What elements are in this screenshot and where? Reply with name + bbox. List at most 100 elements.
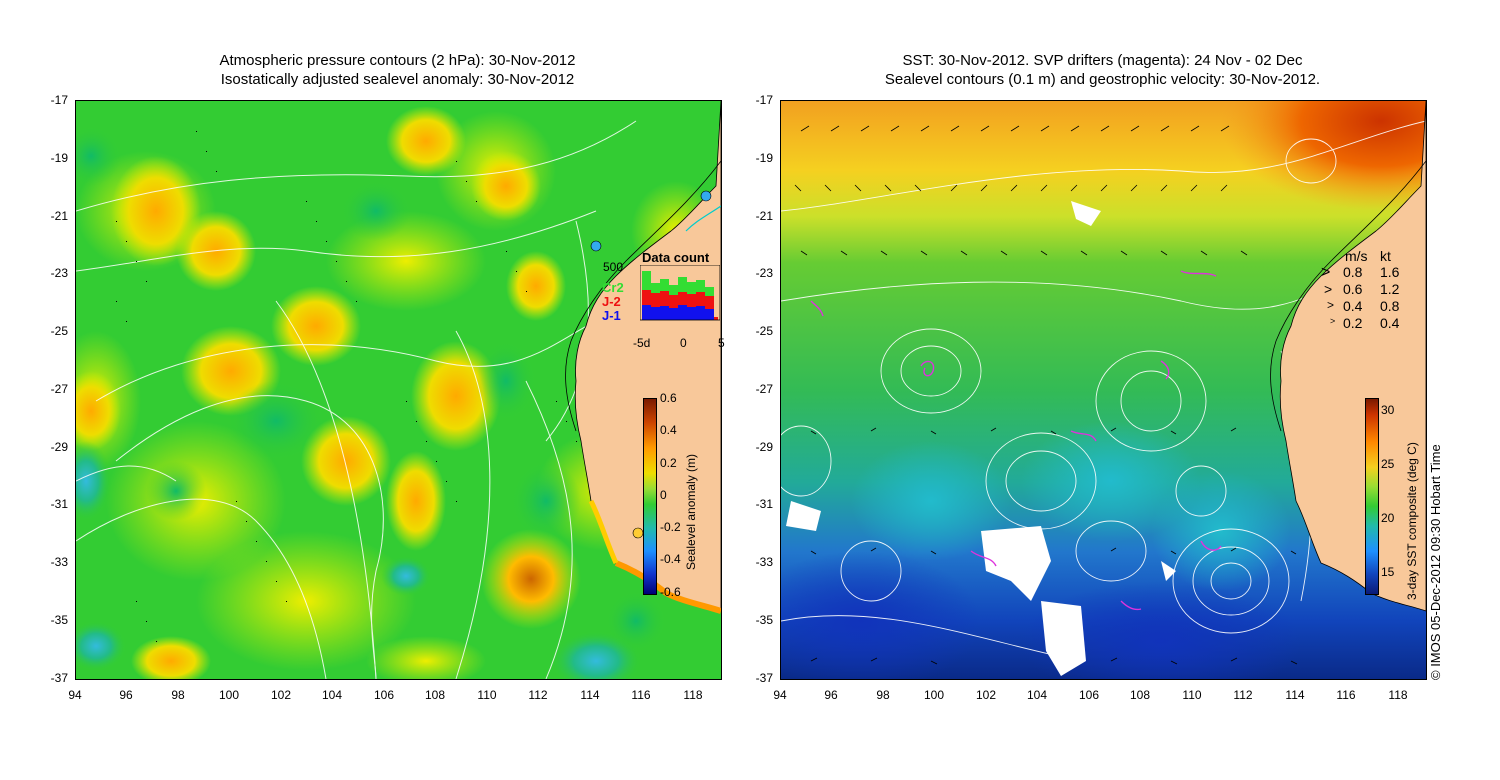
lat-tick: -23 [50, 266, 68, 280]
left-title-line2: Isostatically adjusted sealevel anomaly:… [220, 71, 575, 88]
lon-tick: 102 [270, 688, 292, 702]
velocity-arrow-icon: > [1324, 281, 1333, 297]
lat-tick: -25 [755, 324, 773, 338]
lon-tick: 114 [580, 688, 600, 702]
lon-tick: 110 [477, 688, 497, 702]
tide-gauge-marker[interactable] [590, 240, 602, 252]
lon-tick: 118 [1388, 688, 1408, 702]
velocity-legend-kt: 1.6 [1380, 264, 1400, 280]
data-count-inset: Data count 500 Cr2 J-2 J-1 -5d 0 5 [600, 250, 725, 360]
tide-gauge-marker[interactable] [700, 190, 712, 202]
sealevel-tick: -0.2 [660, 520, 681, 534]
south-coast-anomaly [614, 560, 721, 614]
velocity-legend-ms: 0.4 [1343, 298, 1363, 314]
data-count-title: Data count [642, 250, 710, 265]
lat-tick: -25 [50, 324, 68, 338]
sealevel-anomaly-map [76, 101, 721, 679]
sealevel-tick: -0.4 [660, 552, 681, 566]
lon-tick: 108 [424, 688, 446, 702]
sst-tick: 15 [1381, 565, 1395, 579]
lon-tick: 106 [1078, 688, 1100, 702]
sst-tick: 25 [1381, 457, 1395, 471]
velocity-arrow-icon: > [1327, 298, 1335, 312]
left-title-line1: Atmospheric pressure contours (2 hPa): 3… [219, 52, 576, 69]
sealevel-colorbar-label: Sealevel anomaly (m) [684, 453, 698, 570]
lon-tick: 118 [683, 688, 703, 702]
velocity-legend-ms: 0.8 [1343, 264, 1363, 280]
lat-tick: -17 [50, 93, 68, 107]
right-map-title: SST: 30-Nov-2012. SVP drifters (magenta)… [780, 51, 1425, 89]
lat-tick: -33 [50, 555, 68, 569]
lon-tick: 114 [1285, 688, 1305, 702]
north-west-coast-cyan [685, 205, 721, 232]
lon-tick: 112 [528, 688, 548, 702]
lon-tick: 96 [824, 688, 838, 702]
data-count-x-tick: 0 [680, 336, 687, 350]
velocity-legend-kt: 0.8 [1380, 298, 1400, 314]
data-count-y-tick: 500 [603, 260, 624, 274]
lon-tick: 94 [773, 688, 787, 702]
lat-tick: -31 [755, 497, 773, 511]
lon-tick: 98 [171, 688, 185, 702]
lat-tick: -35 [755, 613, 773, 627]
sealevel-contours [781, 120, 1426, 662]
left-map-title: Atmospheric pressure contours (2 hPa): 3… [75, 51, 720, 89]
velocity-legend-kt: 1.2 [1380, 281, 1400, 297]
sst-tick: 20 [1381, 511, 1395, 525]
left-map-panel[interactable] [75, 100, 722, 680]
velocity-legend-kt: 0.4 [1380, 315, 1400, 331]
lon-tick: 104 [1026, 688, 1048, 702]
lon-tick: 116 [1336, 688, 1356, 702]
velocity-legend-header-kt: kt [1380, 248, 1391, 264]
sst-tick: 30 [1381, 403, 1395, 417]
velocity-legend-header-ms: m/s [1345, 248, 1368, 264]
velocity-arrows [794, 125, 1298, 665]
imos-credit: © IMOS 05-Dec-2012 09:30 Hobart Time [1428, 444, 1443, 680]
tide-gauge-marker[interactable] [632, 527, 644, 539]
velocity-arrow-icon: > [1330, 316, 1336, 326]
velocity-legend: m/s kt > 0.8 1.6 > 0.6 1.2 > 0.4 0.8 > 0… [1315, 248, 1415, 338]
lon-tick: 100 [218, 688, 240, 702]
shelf-isobath [565, 160, 721, 432]
lat-tick: -19 [755, 151, 773, 165]
lat-tick: -21 [755, 209, 773, 223]
data-count-x-tick: 5 [718, 336, 725, 350]
lon-tick: 106 [373, 688, 395, 702]
shelf-isobath [1270, 160, 1426, 432]
lat-tick: -17 [755, 93, 773, 107]
sealevel-tick: 0.4 [660, 423, 677, 437]
sealevel-colorbar [643, 398, 657, 595]
lat-tick: -29 [755, 440, 773, 454]
sst-map [781, 101, 1426, 679]
velocity-legend-ms: 0.6 [1343, 281, 1363, 297]
lat-tick: -37 [50, 671, 68, 685]
sealevel-tick: 0.2 [660, 456, 677, 470]
lon-tick: 98 [876, 688, 890, 702]
legend-j1: J-1 [602, 308, 621, 323]
lon-tick: 116 [631, 688, 651, 702]
right-map-panel[interactable] [780, 100, 1427, 680]
cloud-mask [786, 201, 1176, 676]
sealevel-tick: -0.6 [660, 585, 681, 599]
lon-tick: 96 [119, 688, 133, 702]
data-count-x-tick: -5d [633, 336, 651, 350]
lon-tick: 108 [1129, 688, 1151, 702]
legend-j2: J-2 [602, 294, 621, 309]
lat-tick: -31 [50, 497, 68, 511]
lon-tick: 104 [321, 688, 343, 702]
sealevel-tick: 0.6 [660, 391, 677, 405]
sealevel-tick: 0 [660, 488, 667, 502]
lat-tick: -27 [50, 382, 68, 396]
lon-tick: 100 [923, 688, 945, 702]
australia-land [1279, 101, 1426, 612]
lon-tick: 112 [1233, 688, 1253, 702]
lat-tick: -23 [755, 266, 773, 280]
sst-colorbar [1365, 398, 1379, 595]
lat-tick: -29 [50, 440, 68, 454]
west-coast-anomaly [588, 499, 619, 565]
data-stipple [116, 131, 577, 642]
right-title-line1: SST: 30-Nov-2012. SVP drifters (magenta)… [902, 52, 1303, 69]
velocity-legend-ms: 0.2 [1343, 315, 1363, 331]
right-title-line2: Sealevel contours (0.1 m) and geostrophi… [884, 71, 1321, 88]
lat-tick: -27 [755, 382, 773, 396]
